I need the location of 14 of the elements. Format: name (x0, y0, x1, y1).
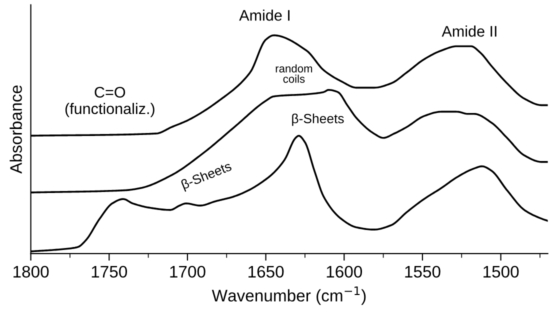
x-tick-label: 1800 (14, 266, 49, 278)
y-axis-title: Absorbance (10, 85, 22, 174)
x-tick-label: 1600 (326, 266, 362, 278)
x-tick-label: 1700 (170, 266, 206, 278)
x-tick-label: 1500 (484, 266, 519, 278)
annotation: Amide II (442, 26, 496, 37)
x-tick-label: 1550 (405, 266, 440, 278)
x-tick-label: 1750 (92, 266, 128, 278)
annotation: C=O (functionaliz.) (65, 86, 154, 118)
annotation: β-Sheets (292, 114, 344, 126)
text: Amide I (239, 10, 290, 21)
annotation: random coils (276, 64, 312, 83)
x-tick-label: 1650 (248, 266, 284, 278)
x-axis-title: Wavenumber (cm$^{−1}$) (212, 286, 366, 305)
